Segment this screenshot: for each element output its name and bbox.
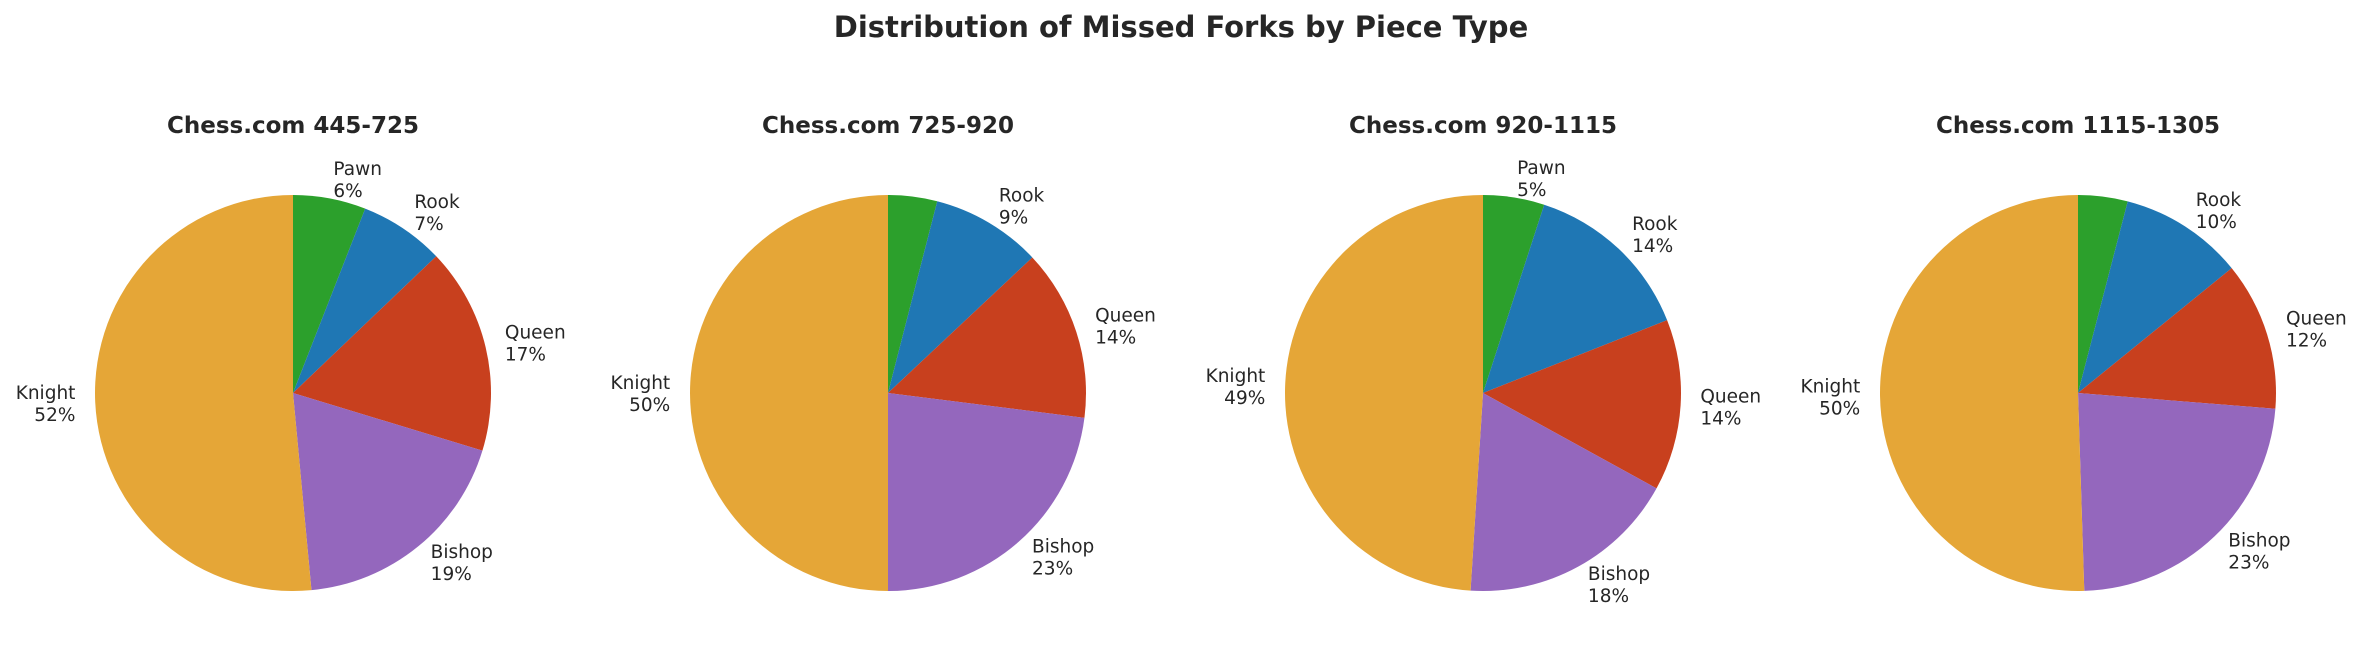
pie-chart-4: Chess.com 1115-1305 Rook 10% Queen 12% Bishop… <box>1801 113 2347 591</box>
pie-title: Chess.com 725-920 <box>762 113 1014 139</box>
pie-label-queen: Queen 17% <box>505 323 566 366</box>
pie-label-queen: Queen 14% <box>1700 387 1761 430</box>
pie-chart-1: Chess.com 445-725 Pawn 6% Rook 7% Queen 17% Bis… <box>16 113 566 591</box>
pie-slice-bishop <box>2078 393 2276 591</box>
pie-slice-rook <box>2078 201 2232 393</box>
pie-label-bishop: Bishop 18% <box>1588 564 1650 607</box>
pie-chart-3: Chess.com 920-1115 Pawn 5% Rook 14% Queen 14% B… <box>1206 113 1762 607</box>
pie-slice-knight <box>690 195 888 591</box>
pie-slice-queen <box>1483 320 1682 489</box>
pie-label-bishop: Bishop 19% <box>431 542 493 585</box>
pie-slice-pawn <box>1483 195 1545 393</box>
pie-slice-pawn <box>293 195 366 393</box>
pie-slice-rook <box>293 208 437 393</box>
pie-slice-pawn <box>2078 195 2128 393</box>
pie-slice-rook <box>888 201 1033 393</box>
pie-label-pawn: Pawn 5% <box>1517 158 1566 201</box>
pie-slice-knight <box>1284 195 1483 591</box>
figure-suptitle: Distribution of Missed Forks by Piece Ty… <box>834 10 1529 44</box>
pie-label-rook: Rook 9% <box>999 186 1045 229</box>
pie-label-rook: Rook 10% <box>2196 190 2242 233</box>
pie-title: Chess.com 445-725 <box>167 113 419 139</box>
pie-label-rook: Rook 7% <box>414 192 460 235</box>
pie-label-knight: Knight 52% <box>16 383 76 426</box>
pie-slice-bishop <box>1470 393 1657 591</box>
pie-label-bishop: Bishop 23% <box>2228 531 2290 574</box>
pie-slice-bishop <box>293 393 483 591</box>
pie-chart-2: Chess.com 725-920 Rook 9% Queen 14% Bishop 23%… <box>610 113 1156 591</box>
pie-slice-queen <box>293 256 492 451</box>
pie-title: Chess.com 920-1115 <box>1349 113 1617 139</box>
pie-title: Chess.com 1115-1305 <box>1936 113 2220 139</box>
pie-label-rook: Rook 14% <box>1632 214 1678 257</box>
pie-slice-queen <box>888 257 1086 418</box>
pie-slice-pawn <box>888 195 938 393</box>
pie-slice-queen <box>2078 268 2276 409</box>
pie-slice-bishop <box>888 393 1085 591</box>
pie-label-knight: Knight 50% <box>610 373 670 416</box>
pie-label-bishop: Bishop 23% <box>1032 536 1094 579</box>
pie-slice-knight <box>1880 195 2085 591</box>
pie-label-queen: Queen 14% <box>1095 306 1156 349</box>
pie-label-knight: Knight 50% <box>1801 376 1861 419</box>
pie-label-queen: Queen 12% <box>2286 308 2347 351</box>
pie-slice-rook <box>1483 204 1668 393</box>
pie-label-pawn: Pawn 6% <box>333 159 382 202</box>
pie-slice-knight <box>94 195 312 591</box>
pie-label-knight: Knight 49% <box>1206 366 1266 409</box>
